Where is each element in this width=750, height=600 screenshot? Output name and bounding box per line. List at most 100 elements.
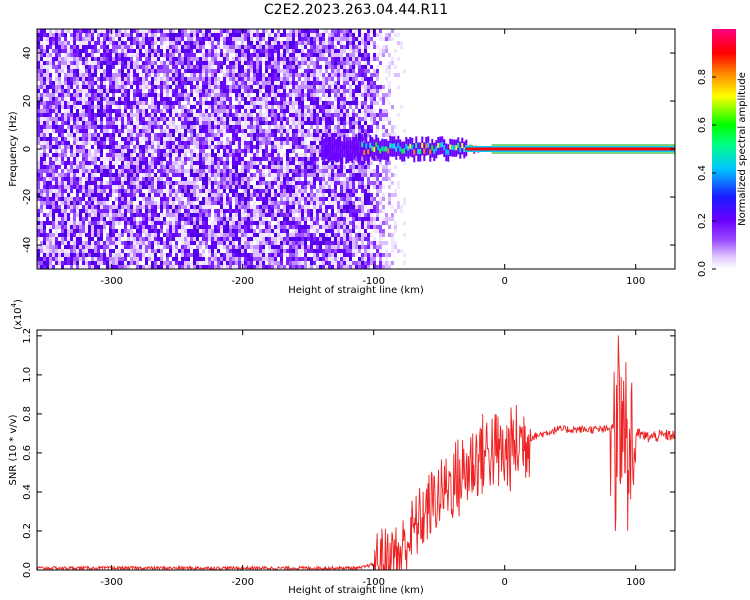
heatmap-cell (160, 133, 163, 137)
heatmap-cell (40, 49, 43, 53)
heatmap-cell (37, 261, 40, 265)
heatmap-cell (139, 201, 142, 205)
heatmap-cell (181, 65, 184, 69)
heatmap-cell (205, 69, 208, 73)
heatmap-cell (130, 133, 133, 137)
heatmap-cell (196, 185, 199, 189)
heatmap-cell (76, 189, 79, 193)
heatmap-cell (298, 245, 301, 249)
heatmap-cell (76, 149, 79, 153)
heatmap-cell (91, 197, 94, 201)
heatmap-cell (70, 209, 73, 213)
heatmap-cell (76, 193, 79, 197)
heatmap-cell (247, 37, 250, 41)
heatmap-cell (274, 53, 277, 57)
heatmap-cell (103, 93, 106, 97)
heatmap-cell (247, 141, 250, 145)
heatmap-cell (307, 157, 310, 161)
heatmap-cell (175, 129, 178, 133)
heatmap-cell (220, 253, 223, 257)
heatmap-cell (277, 33, 280, 37)
heatmap-cell (169, 157, 172, 161)
heatmap-cell (220, 185, 223, 189)
heatmap-cell (109, 97, 112, 101)
heatmap-cell (253, 73, 256, 77)
heatmap-cell (247, 29, 250, 33)
heatmap-cell (175, 153, 178, 157)
heatmap-cell (79, 225, 82, 229)
heatmap-cell (286, 53, 289, 57)
heatmap-cell (55, 257, 58, 261)
heatmap-cell (166, 61, 169, 65)
heatmap-cell (178, 225, 181, 229)
heatmap-cell (310, 37, 313, 41)
heatmap-cell (142, 145, 145, 149)
heatmap-cell (157, 161, 160, 165)
heatmap-cell (88, 125, 91, 129)
heatmap-cell (46, 53, 49, 57)
heatmap-cell (229, 257, 232, 261)
heatmap-cell (211, 185, 214, 189)
heatmap-cell (85, 33, 88, 37)
heatmap-cell (160, 197, 163, 201)
heatmap-cell (196, 193, 199, 197)
heatmap-cell (217, 117, 220, 121)
heatmap-cell (70, 97, 73, 101)
heatmap-cell (46, 77, 49, 81)
heatmap-cell (109, 233, 112, 237)
heatmap-cell (181, 33, 184, 37)
heatmap-cell (211, 41, 214, 45)
heatmap-cell (193, 41, 196, 45)
heatmap-cell (190, 125, 193, 129)
heatmap-cell (148, 129, 151, 133)
heatmap-cell (70, 249, 73, 253)
heatmap-cell (157, 181, 160, 185)
heatmap-cell (235, 161, 238, 165)
heatmap-cell (58, 61, 61, 65)
heatmap-cell (196, 73, 199, 77)
heatmap-cell (199, 253, 202, 257)
heatmap-cell (169, 105, 172, 109)
heatmap-cell (148, 113, 151, 117)
heatmap-cell (64, 177, 67, 181)
heatmap-cell (49, 185, 52, 189)
heatmap-cell (70, 221, 73, 225)
heatmap-cell (184, 113, 187, 117)
heatmap-cell (259, 49, 262, 53)
heatmap-cell (49, 149, 52, 153)
heatmap-cell (199, 137, 202, 141)
heatmap-cell (304, 137, 307, 141)
heatmap-cell (175, 37, 178, 41)
heatmap-cell (112, 165, 115, 169)
heatmap-cell (304, 161, 307, 165)
heatmap-cell (73, 105, 76, 109)
heatmap-cell (190, 149, 193, 153)
heatmap-cell (301, 81, 304, 85)
heatmap-cell (151, 49, 154, 53)
heatmap-cell (49, 145, 52, 149)
heatmap-cell (115, 85, 118, 89)
heatmap-cell (46, 65, 49, 69)
heatmap-cell (244, 233, 247, 237)
heatmap-cell (121, 69, 124, 73)
heatmap-cell (112, 189, 115, 193)
heatmap-cell (109, 125, 112, 129)
heatmap-cell (163, 233, 166, 237)
heatmap-cell (250, 205, 253, 209)
heatmap-cell (64, 33, 67, 37)
heatmap-cell (202, 29, 205, 33)
heatmap-cell (49, 133, 52, 137)
heatmap-cell (67, 133, 70, 137)
heatmap-cell (115, 29, 118, 33)
heatmap-cell (142, 229, 145, 233)
heatmap-cell (301, 145, 304, 149)
heatmap-cell (106, 93, 109, 97)
heatmap-cell (79, 221, 82, 225)
heatmap-cell (271, 109, 274, 113)
heatmap-cell (139, 161, 142, 165)
heatmap-cell (190, 225, 193, 229)
heatmap-cell (76, 77, 79, 81)
heatmap-cell (214, 169, 217, 173)
heatmap-cell (97, 189, 100, 193)
heatmap-cell (70, 245, 73, 249)
